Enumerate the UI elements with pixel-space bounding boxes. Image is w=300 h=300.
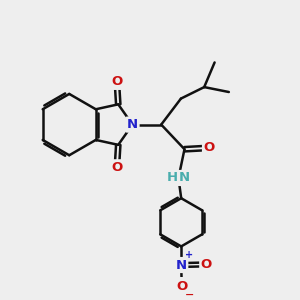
Text: +: + (185, 250, 193, 260)
Text: O: O (111, 75, 122, 88)
Text: N: N (127, 118, 138, 131)
Text: O: O (176, 280, 188, 293)
Text: O: O (203, 141, 215, 154)
Text: O: O (111, 161, 122, 174)
Text: O: O (201, 258, 212, 271)
Text: N: N (176, 259, 187, 272)
Text: N: N (179, 172, 190, 184)
Text: −: − (185, 290, 194, 300)
Text: H: H (167, 172, 178, 184)
